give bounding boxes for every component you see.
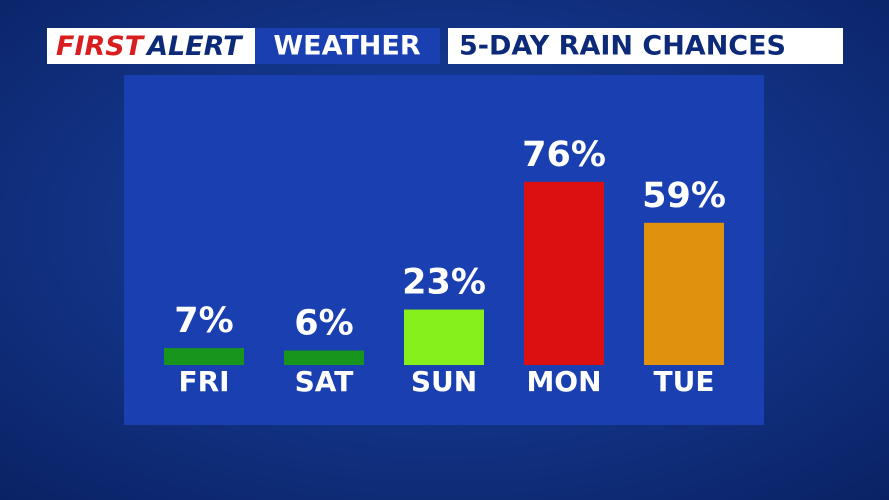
bar	[644, 222, 724, 365]
section-box	[255, 28, 440, 64]
x-tick-label: MON	[526, 365, 601, 398]
value-label: 7%	[174, 301, 233, 341]
value-label: 6%	[294, 304, 353, 344]
bar	[524, 181, 604, 365]
value-label: 59%	[642, 176, 726, 216]
brand-box	[47, 28, 255, 64]
x-tick-label: SAT	[295, 365, 354, 398]
chart-title: 5-DAY RAIN CHANCES	[459, 31, 786, 62]
x-tick-label: TUE	[654, 365, 715, 398]
brand-first: FIRST	[56, 31, 146, 62]
value-label: 76%	[522, 135, 606, 175]
bar	[404, 309, 484, 365]
bar	[164, 348, 244, 365]
brand: FIRST ALERT	[56, 31, 244, 62]
x-tick-label: FRI	[178, 365, 229, 398]
x-tick-label: SUN	[411, 365, 477, 398]
value-label: 23%	[402, 263, 486, 303]
brand-second: ALERT	[145, 31, 244, 62]
title-box	[448, 28, 843, 64]
section: WEATHER	[273, 31, 420, 62]
bar	[284, 350, 364, 365]
